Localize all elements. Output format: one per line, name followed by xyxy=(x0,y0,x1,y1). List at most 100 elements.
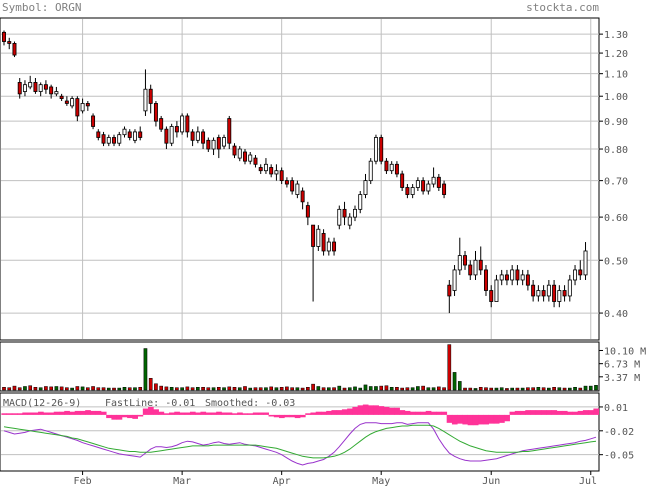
volume-bar xyxy=(295,387,300,391)
volume-bar xyxy=(101,387,106,391)
candle-body xyxy=(201,131,206,144)
macd-hist-bar xyxy=(184,412,191,415)
volume-bar xyxy=(159,385,163,391)
candle-body xyxy=(452,269,457,291)
price-tick-label: 0.80 xyxy=(604,145,628,156)
volume-bar xyxy=(96,387,101,391)
price-candle xyxy=(379,134,384,165)
candle-body xyxy=(583,250,588,276)
volume-bar xyxy=(562,387,567,391)
macd-hist-bar xyxy=(22,412,28,415)
candle-body xyxy=(232,145,237,156)
volume-bar xyxy=(279,387,284,391)
volume-bar xyxy=(222,387,226,391)
price-candle xyxy=(504,269,509,286)
volume-bar xyxy=(206,387,211,391)
macd-hist-bar xyxy=(462,414,469,425)
candle-body xyxy=(363,180,368,195)
macd-hist-bar xyxy=(305,413,311,415)
macd-hist-bar xyxy=(169,412,175,415)
price-candle xyxy=(358,190,363,214)
candle-body xyxy=(578,269,583,276)
macd-hist-bar xyxy=(216,411,222,415)
price-candle xyxy=(457,237,462,275)
price-tick-label: 0.70 xyxy=(604,177,628,188)
volume-bar xyxy=(243,386,247,391)
candle-body xyxy=(332,241,337,252)
price-candle xyxy=(400,170,405,191)
macd-hist-bar xyxy=(32,412,39,415)
volume-bar xyxy=(185,386,190,391)
price-candle xyxy=(185,113,190,138)
macd-hist-bar xyxy=(210,412,217,415)
symbol-label: Symbol: ORGN xyxy=(2,1,81,14)
candle-body xyxy=(358,194,363,210)
macd-hist-bar xyxy=(153,409,159,415)
macd-hist-bar xyxy=(205,412,212,415)
volume-bar xyxy=(353,386,357,391)
volume-bar xyxy=(38,387,43,391)
candle-body xyxy=(504,274,509,281)
macd-hist-bar xyxy=(331,410,338,415)
candle-body xyxy=(190,131,195,141)
volume-bar xyxy=(44,386,48,391)
volume-bar xyxy=(499,387,504,391)
volume-bar xyxy=(143,348,148,391)
price-candle xyxy=(85,101,90,111)
volume-bar xyxy=(421,385,425,391)
macd-hist-bar xyxy=(483,414,490,425)
macd-hist-bar xyxy=(279,414,285,419)
candle-body xyxy=(106,137,111,144)
price-candle xyxy=(195,126,200,144)
volume-bar xyxy=(201,387,205,391)
volume-bar xyxy=(232,387,237,391)
price-candle xyxy=(405,184,410,199)
candle-body xyxy=(562,290,567,297)
price-candle xyxy=(541,285,546,302)
volume-bar xyxy=(379,385,384,391)
macd-hist-bar xyxy=(588,410,594,415)
macd-hist-bar xyxy=(11,413,18,415)
candle-body xyxy=(153,103,158,122)
volume-bar xyxy=(515,387,520,391)
candle-body xyxy=(290,180,295,192)
candle-body xyxy=(321,233,326,252)
candle-body xyxy=(567,279,572,297)
macd-hist-bar xyxy=(268,414,275,417)
macd-hist-bar xyxy=(347,408,353,415)
candle-body xyxy=(253,157,258,165)
price-candle xyxy=(426,180,431,195)
macd-hist-bar xyxy=(352,406,359,415)
price-candle xyxy=(80,98,85,114)
candle-body xyxy=(284,180,289,185)
macd-hist-bar xyxy=(315,411,322,415)
macd-hist-bar xyxy=(425,410,432,415)
macd-hist-bar xyxy=(252,412,259,415)
price-candle xyxy=(96,129,101,141)
price-candle xyxy=(64,96,69,106)
volume-panel-frame xyxy=(0,341,600,392)
macd-hist-bar xyxy=(478,414,484,425)
price-candle xyxy=(216,134,221,159)
volume-bar xyxy=(442,387,446,391)
macd-hist-bar xyxy=(394,407,400,415)
price-tick-label: 1.10 xyxy=(604,70,628,81)
macd-hist-bar xyxy=(48,412,55,415)
volume-bar xyxy=(164,386,169,391)
price-candle xyxy=(169,123,174,147)
macd-hist-bar xyxy=(467,414,474,426)
price-panel: 1.30 1.20 1.10 1.00 0.90 0.80 0.70 0.60 0.50 0.40 xyxy=(0,17,628,470)
volume-tick-label: 3.37 M xyxy=(604,373,640,384)
candle-body xyxy=(2,31,6,42)
volume-bar xyxy=(117,387,122,391)
macd-hist-bar xyxy=(174,411,180,415)
volume-bar xyxy=(431,387,436,391)
volume-bar xyxy=(541,387,546,391)
macd-hist-bar xyxy=(404,410,411,415)
price-candle xyxy=(43,80,48,94)
price-candle xyxy=(410,184,415,199)
candle-body xyxy=(531,284,536,297)
volume-bar xyxy=(269,386,274,391)
price-candle xyxy=(127,129,132,141)
price-candle xyxy=(300,187,305,210)
